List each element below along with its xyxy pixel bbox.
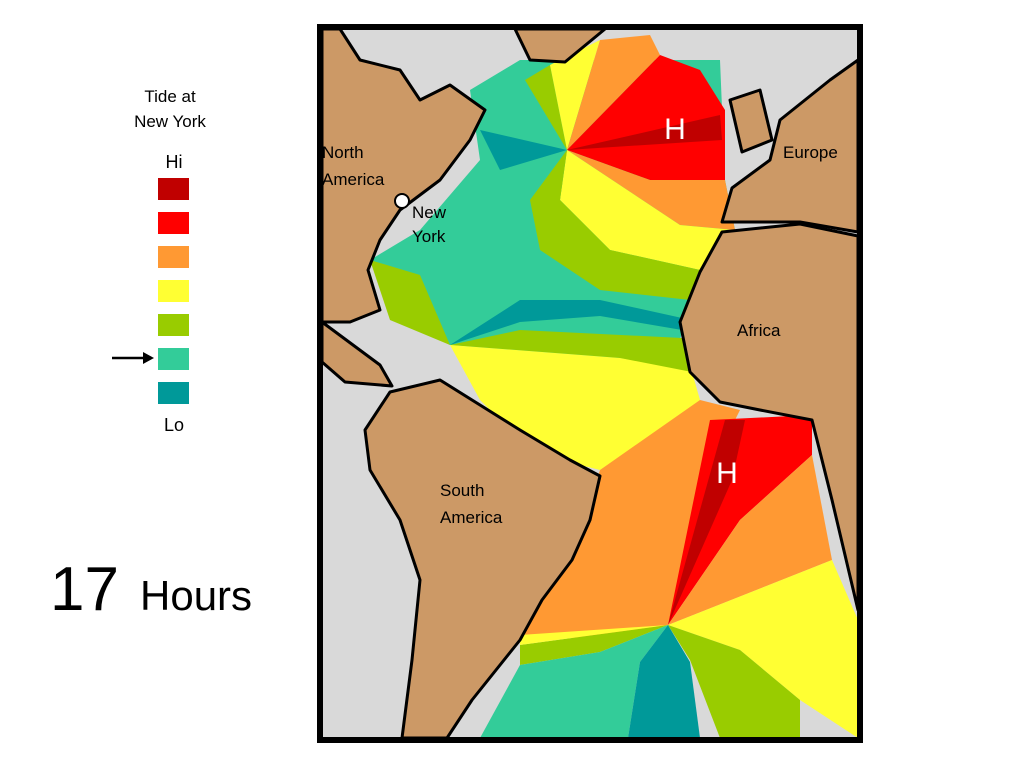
legend-swatch xyxy=(158,212,189,234)
legend-swatch xyxy=(158,314,189,336)
north-america-label: North xyxy=(322,143,364,162)
legend-swatch xyxy=(158,178,189,200)
new-york-label: New xyxy=(412,203,447,222)
africa-label: Africa xyxy=(737,321,781,340)
north-america-label: America xyxy=(322,170,385,189)
legend-arrow xyxy=(112,352,154,364)
legend-title: New York xyxy=(134,112,206,131)
legend-swatch xyxy=(158,382,189,404)
legend-title: Tide at xyxy=(144,87,196,106)
legend-swatch xyxy=(158,348,189,370)
hour-number: 17 xyxy=(50,555,119,624)
legend-high: Hi xyxy=(166,152,183,172)
new-york-label: York xyxy=(412,227,446,246)
south-america-label: America xyxy=(440,508,503,527)
legend-low: Lo xyxy=(164,415,184,435)
legend-swatch xyxy=(158,246,189,268)
map xyxy=(317,24,863,743)
high-tide-marker: H xyxy=(716,457,738,490)
high-tide-marker: H xyxy=(664,113,686,146)
south-america-label: South xyxy=(440,481,484,500)
europe-label: Europe xyxy=(783,143,838,162)
legend-swatch xyxy=(158,280,189,302)
hour-unit: Hours xyxy=(140,572,252,619)
